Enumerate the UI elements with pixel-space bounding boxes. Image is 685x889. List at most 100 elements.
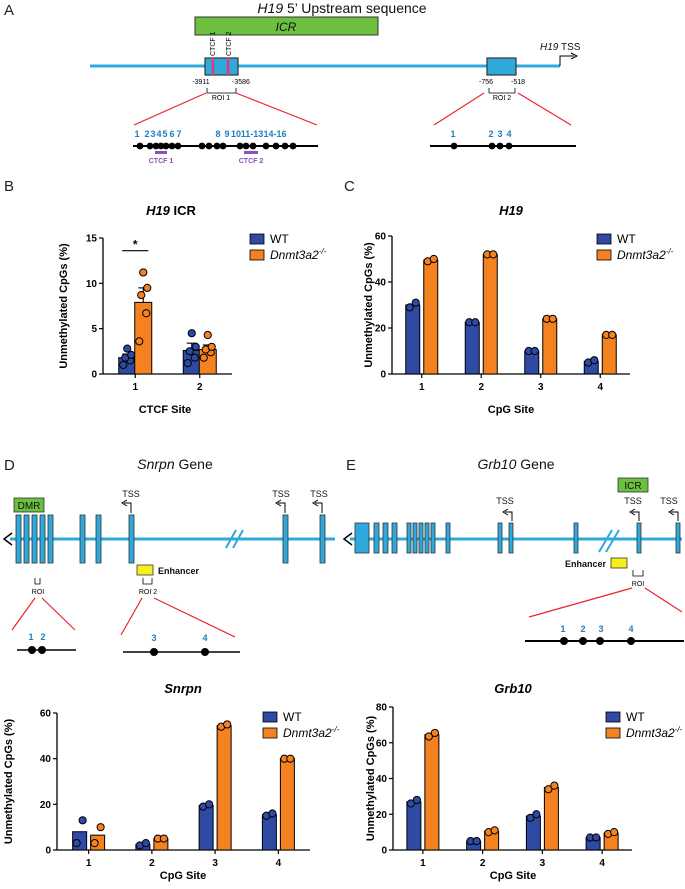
grb10-roi-zoom-left: [528, 587, 633, 618]
roi1-bracket: [206, 88, 237, 94]
roi1-cpg-dots: [136, 142, 297, 150]
x-tick-label: 2: [478, 382, 484, 393]
data-point: [223, 720, 232, 729]
h19-tss-arrow: [559, 55, 574, 66]
grb10-tss3-label: TSS: [660, 496, 678, 506]
data-point: [96, 823, 105, 832]
snrpn-cpg-dot: [150, 648, 158, 656]
cpg-number: 3: [497, 129, 502, 139]
cpg-dot: [168, 142, 176, 150]
y-tick-label: 0: [45, 846, 51, 857]
chart-title: Snrpn: [164, 681, 202, 696]
cpg-number: 1: [450, 129, 455, 139]
cpg-dot: [136, 142, 144, 150]
grb10-tss1-arrow: [505, 511, 513, 521]
data-point: [429, 254, 438, 264]
snrpn-exon: [31, 514, 38, 564]
grb10-exon: [382, 522, 389, 554]
grb10-gene-rest: Gene: [516, 456, 554, 472]
grb10-icr-label: ICR: [624, 481, 641, 492]
cpg-number: 3: [150, 129, 155, 139]
snrpn-tss2-arrowhead: [275, 499, 282, 507]
roi2-cpg-dots: [450, 142, 513, 150]
x-axis-label: CTCF Site: [139, 404, 192, 416]
x-tick-label: 2: [480, 858, 486, 869]
y-tick-label: 40: [40, 754, 52, 765]
snrpn-cpg-num: 4: [202, 633, 207, 643]
data-point: [205, 800, 214, 809]
grb10-tss1-arrowhead: [502, 508, 509, 516]
x-tick-label: 3: [540, 858, 546, 869]
cpg-number: 8: [215, 129, 220, 139]
grb10-cpg-dot: [627, 637, 635, 645]
chart-title-gene: Grb10: [494, 681, 532, 696]
roi2-bracket: [488, 88, 516, 94]
grb10-cpg-num: 1: [560, 624, 565, 634]
cpg-dot: [157, 142, 165, 150]
bar-wt: [405, 304, 421, 375]
snrpn-exon: [23, 514, 30, 564]
y-tick-label: 0: [380, 370, 386, 381]
roi2-label: ROI 2: [493, 95, 511, 102]
legend-superscript: -/-: [666, 247, 674, 256]
cpg-dot: [213, 142, 221, 150]
cpg-number: 6: [169, 129, 174, 139]
grb10-cpg-dot: [560, 637, 568, 645]
pos-3586: -3586: [232, 79, 250, 86]
x-axis-label: CpG Site: [160, 870, 206, 882]
cpg-number: 2: [144, 129, 149, 139]
x-tick-label: 3: [538, 382, 544, 393]
data-point: [137, 291, 146, 300]
bar-ko: [543, 786, 559, 851]
grb10-break-2: [605, 529, 620, 553]
grb10-direction-arrow: [342, 532, 353, 546]
cpg-number: 7: [176, 129, 181, 139]
chart-title-gene: Snrpn: [164, 681, 202, 696]
h19-tss-gene: H19: [540, 42, 559, 53]
grb10-exon: [406, 522, 412, 554]
snrpn-roi1-zoom-left: [11, 597, 36, 631]
legend-genotype: Dnmt3a2: [283, 726, 332, 740]
x-tick-label: 1: [86, 858, 92, 869]
x-tick-label: 4: [599, 858, 605, 869]
panel-e: E Grb10 Gene ICR TSS TSS TSS Enhancer: [342, 456, 684, 645]
snrpn-roi2-zoom-right: [153, 597, 236, 638]
snrpn-cpg-dot: [38, 646, 46, 654]
bar-ko: [279, 758, 295, 851]
data-point: [590, 356, 599, 365]
grb10-cpg-num: 4: [628, 624, 633, 634]
bar-wt: [406, 801, 422, 851]
y-tick-label: 80: [376, 703, 388, 714]
data-point: [127, 350, 136, 360]
snrpn-tss3-arrowhead: [312, 499, 319, 507]
data-point: [187, 329, 196, 338]
cpg-number: 4: [156, 129, 161, 139]
y-tick-label: 0: [381, 846, 387, 857]
ctcf1-bar-label: CTCF 1: [149, 158, 174, 165]
x-axis-label: CpG Site: [488, 404, 534, 416]
y-tick-label: 5: [91, 324, 97, 335]
bar-ko: [482, 253, 498, 375]
roi1-cpg-numbers: 1 2 3 4 5 6 7 8 9 10 11-13 14-16: [134, 129, 286, 139]
data-point: [139, 268, 148, 277]
legend-superscript: -/-: [675, 725, 683, 734]
chart-title: Grb10: [494, 681, 532, 696]
ctcf1-site-label: CTCF 1: [210, 31, 217, 56]
snrpn-tss1-label: TSS: [122, 489, 140, 499]
bar-wt: [261, 814, 277, 851]
y-tick-label: 20: [376, 810, 388, 821]
cpg-number: 1: [134, 129, 139, 139]
roi1-zoom-right: [235, 92, 318, 126]
snrpn-roi2-zoom-left: [120, 597, 143, 636]
snrpn-cpg-num: 1: [28, 632, 33, 642]
legend-label-wt: WT: [617, 232, 636, 246]
panel-e-label: E: [346, 457, 356, 474]
snrpn-gene-title: Snrpn Gene: [137, 456, 213, 472]
grb10-cpg-num: 2: [580, 624, 585, 634]
y-tick-label: 40: [376, 774, 388, 785]
roi2-box: [486, 57, 517, 76]
grb10-exon: [430, 522, 436, 554]
snrpn-enhancer-box: [136, 564, 154, 576]
